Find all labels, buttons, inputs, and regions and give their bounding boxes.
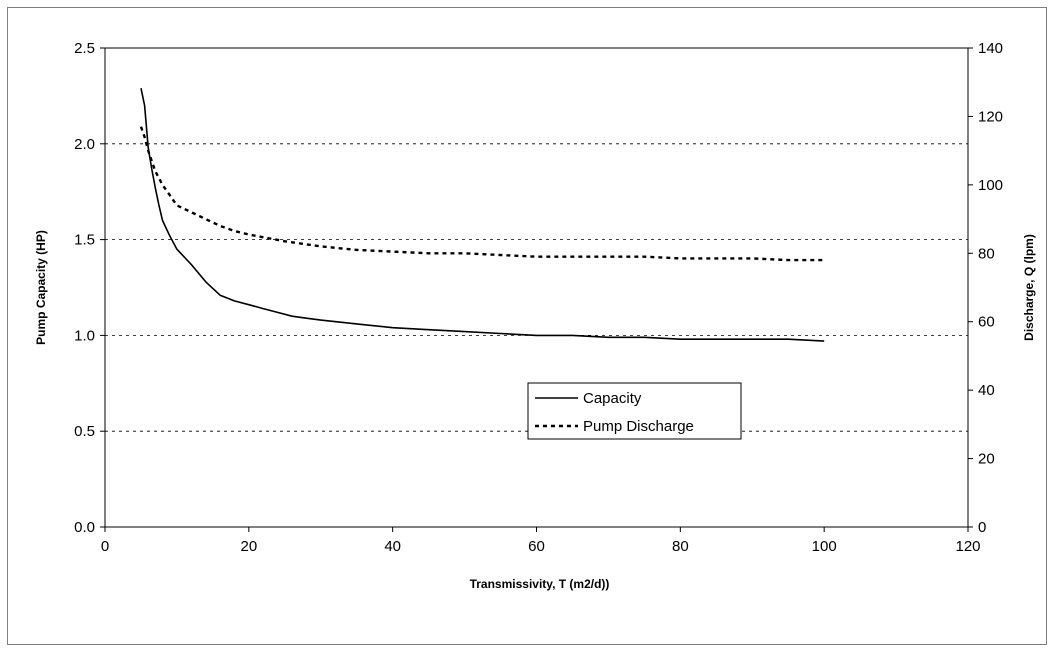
y2-tick-label: 120 — [978, 108, 1003, 125]
y-tick-label: 1.5 — [74, 232, 95, 249]
y2-tick-label: 20 — [978, 451, 995, 468]
y2-axis-title: Discharge, Q (lpm) — [1022, 234, 1036, 341]
y2-tick-label: 0 — [978, 519, 986, 536]
y-tick-label: 1.0 — [74, 327, 95, 344]
x-tick-label: 120 — [955, 538, 980, 555]
legend-entry-capacity: Capacity — [583, 390, 642, 407]
legend-box — [527, 382, 742, 440]
series-line-capacity — [140, 88, 825, 342]
grid-lines — [105, 47, 968, 432]
y2-tick-label: 80 — [978, 245, 995, 262]
x-axis-title: Transmissivity, T (m2/d)) — [470, 577, 610, 591]
y-tick-label: 0.0 — [74, 519, 95, 536]
y2-tick-label: 40 — [978, 382, 995, 399]
bottom-axis: 0 20 40 60 80 100 120 — [101, 527, 981, 555]
x-tick-label: 100 — [812, 538, 837, 555]
x-tick-label: 80 — [672, 538, 689, 555]
series-line-pump-discharge — [139, 126, 825, 262]
y-tick-label: 2.5 — [74, 40, 95, 57]
left-axis: 0.0 0.5 1.0 1.5 2.0 2.5 — [74, 40, 105, 536]
y2-tick-label: 60 — [978, 314, 995, 331]
y-axis-title: Pump Capacity (HP) — [34, 230, 48, 345]
y-tick-label: 2.0 — [74, 136, 95, 153]
chart-frame — [7, 7, 1047, 645]
plot-area — [104, 47, 969, 528]
x-tick-label: 60 — [528, 538, 545, 555]
y2-tick-label: 100 — [978, 177, 1003, 194]
series-layer — [139, 88, 825, 342]
legend: Capacity Pump Discharge — [527, 382, 742, 440]
legend-entry-pump-discharge: Pump Discharge — [583, 418, 694, 435]
x-tick-label: 0 — [101, 538, 109, 555]
right-axis: 0 20 40 60 80 100 120 140 — [968, 40, 1003, 536]
x-tick-label: 40 — [384, 538, 401, 555]
y2-tick-label: 140 — [978, 40, 1003, 57]
x-tick-label: 20 — [240, 538, 257, 555]
y-tick-label: 0.5 — [74, 423, 95, 440]
